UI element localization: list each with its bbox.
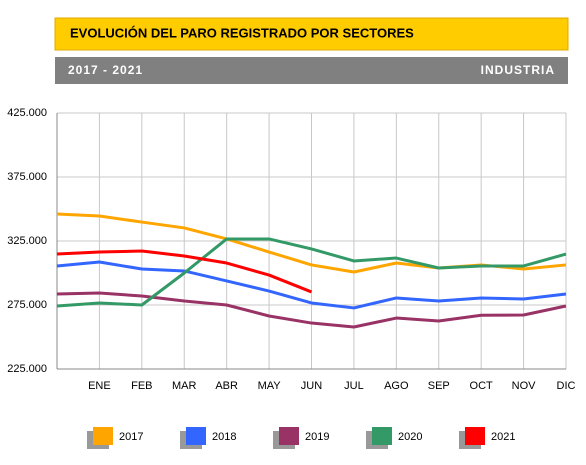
chart-title: EVOLUCIÓN DEL PARO REGISTRADO POR SECTOR… <box>70 25 414 40</box>
legend-swatch <box>372 427 392 445</box>
x-tick-label: MAR <box>172 380 197 392</box>
x-tick-label: JUN <box>301 380 322 392</box>
legend-label: 2021 <box>491 431 515 443</box>
x-tick-label: MAY <box>258 380 282 392</box>
legend-label: 2017 <box>119 431 143 443</box>
series-line <box>56 260 567 310</box>
legend-label: 2018 <box>212 431 236 443</box>
x-tick-label: OCT <box>470 380 494 392</box>
y-tick-label: 275.000 <box>7 299 47 311</box>
legend-swatch <box>279 427 299 445</box>
sector: INDUSTRIA <box>481 63 555 77</box>
legend-swatch <box>465 427 485 445</box>
y-tick-label: 325.000 <box>7 235 47 247</box>
legend-label: 2019 <box>305 431 329 443</box>
x-tick-label: FEB <box>131 380 152 392</box>
legend-swatch <box>186 427 206 445</box>
x-tick-label: ENE <box>88 380 111 392</box>
x-tick-label: ABR <box>215 380 238 392</box>
title-box <box>54 17 569 51</box>
x-tick-label: SEP <box>428 380 450 392</box>
series-line <box>56 291 567 329</box>
period: 2017 - 2021 <box>68 63 143 77</box>
y-tick-label: 425.000 <box>7 107 47 119</box>
series-line <box>56 237 567 308</box>
y-tick-label: 375.000 <box>7 171 47 183</box>
x-tick-label: JUL <box>344 380 364 392</box>
x-tick-label: NOV <box>512 380 537 392</box>
y-tick-label: 225.000 <box>7 363 47 375</box>
series-line <box>56 249 313 294</box>
x-tick-label: AGO <box>384 380 409 392</box>
x-tick-label: DIC <box>557 380 576 392</box>
legend-label: 2020 <box>398 431 422 443</box>
subtitle-bar <box>55 57 568 84</box>
legend-swatch <box>93 427 113 445</box>
